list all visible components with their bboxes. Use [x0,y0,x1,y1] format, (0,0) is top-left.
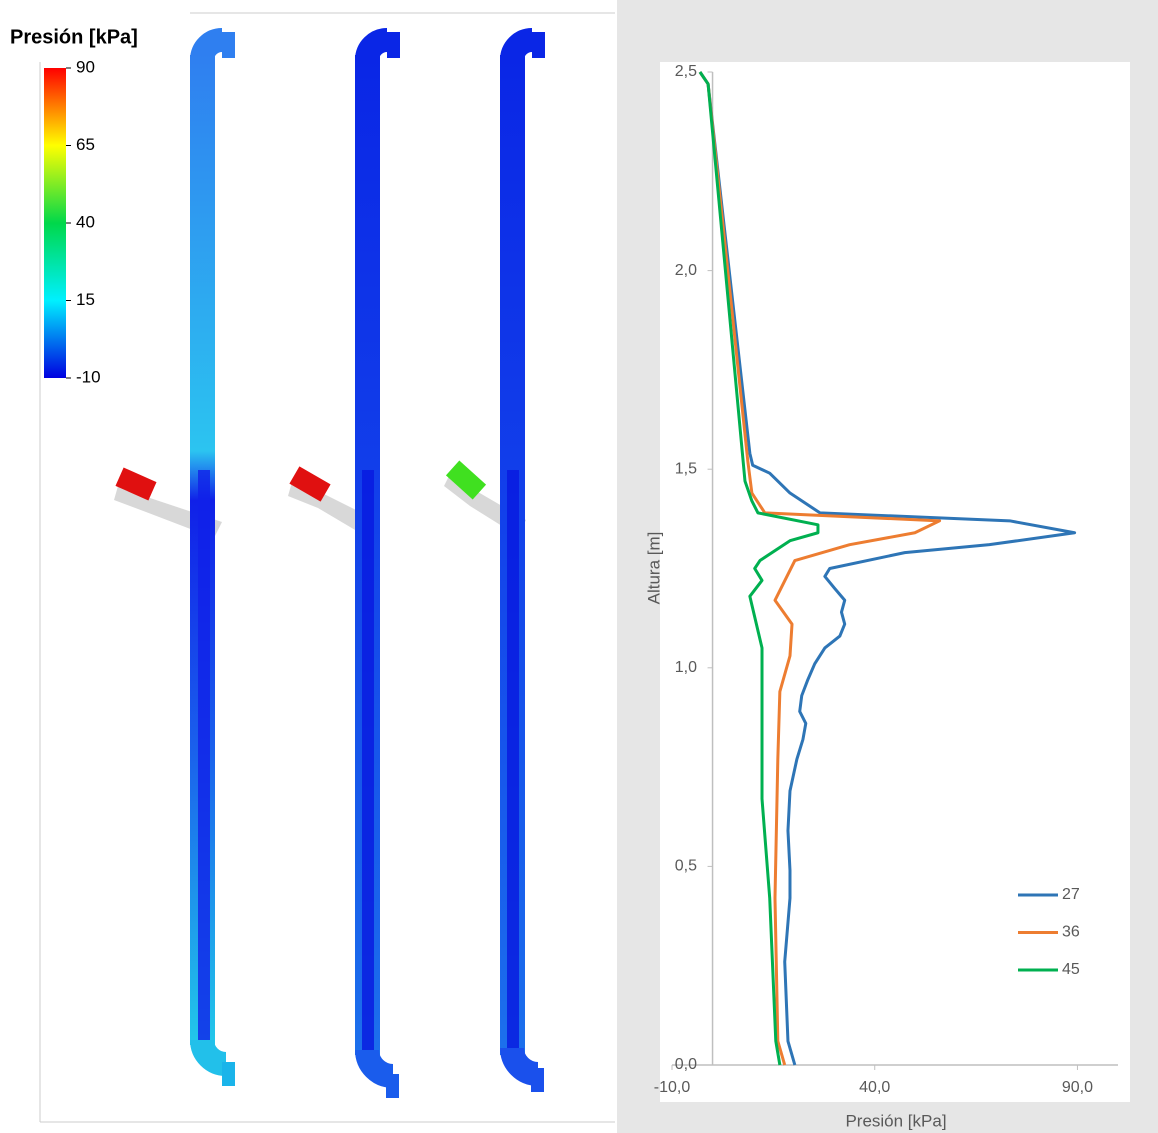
figure: Presión [kPa] Altura [m] Presión [kPa] 9… [0,0,1158,1133]
colorbar-tick-label: -10 [76,367,101,386]
pipe [114,32,235,1086]
page: {"colorbar": {"title": "Presión [kPa]", … [0,0,1158,1133]
colorbar-tick-label: 65 [76,135,95,154]
y-tick-label: 2,5 [675,63,697,80]
y-tick-label: 1,0 [675,659,697,676]
colorbar-tick-label: 40 [76,212,95,231]
y-tick-label: 0,5 [675,858,697,875]
colorbar-tick-label: 15 [76,290,95,309]
pipe [288,32,400,1098]
x-tick-label: 40,0 [859,1079,890,1096]
x-tick-label: -10,0 [654,1079,691,1096]
legend-label: 27 [1062,886,1080,903]
plot-area [660,62,1130,1102]
pipe [444,32,545,1092]
colorbar-tick-label: 90 [76,57,95,76]
colorbar [44,68,66,378]
y-tick-label: 0,0 [675,1056,697,1073]
y-axis-label: Altura [m] [644,532,663,605]
legend-label: 45 [1062,961,1080,978]
x-axis-label: Presión [kPa] [845,1111,946,1130]
x-tick-label: 90,0 [1062,1079,1093,1096]
legend-label: 36 [1062,924,1080,941]
y-tick-label: 1,5 [675,460,697,477]
y-tick-label: 2,0 [675,262,697,279]
colorbar-title: Presión [kPa] [10,26,138,48]
